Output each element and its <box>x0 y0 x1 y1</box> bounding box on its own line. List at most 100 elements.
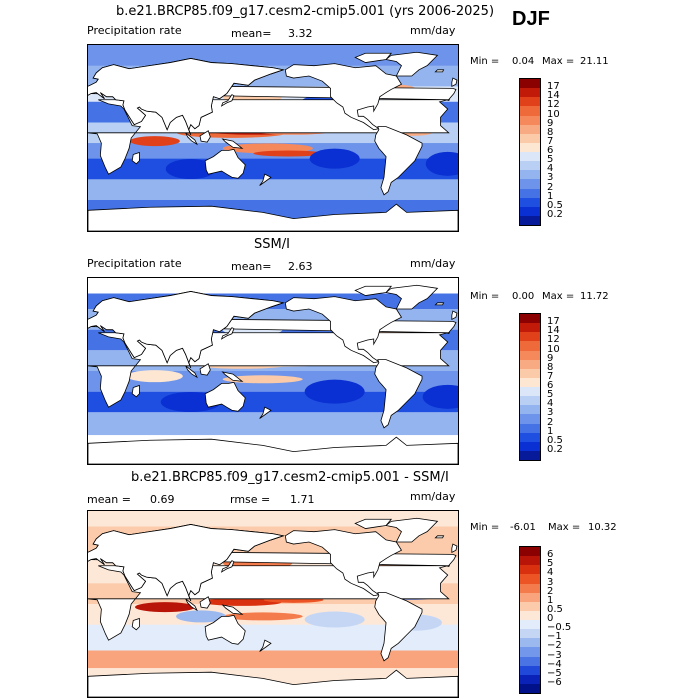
colorbar-swatch <box>520 323 540 333</box>
colorbar-swatch <box>520 188 540 198</box>
colorbar-swatch <box>520 215 540 225</box>
continent-iceland <box>434 302 445 306</box>
continent-antarctica <box>88 203 458 231</box>
colorbar-swatch <box>520 574 540 584</box>
colorbar-tick-label: 4 <box>547 398 554 410</box>
colorbar-swatch <box>520 79 540 89</box>
colorbar-swatch <box>520 396 540 406</box>
colorbar-swatch <box>520 592 540 602</box>
panel1-map-field <box>88 45 458 231</box>
continent-australia <box>204 381 246 412</box>
panel1-max-label: Max = <box>542 56 575 67</box>
continent-madagascar <box>131 384 140 398</box>
continent-borneo <box>199 363 211 376</box>
continent-newguinea <box>221 371 244 382</box>
panel3-mean-label: mean = <box>87 493 131 506</box>
panel1-min-value: 0.04 <box>512 56 535 67</box>
panel3-max-label: Max = <box>548 522 581 533</box>
colorbar-tick-label: 17 <box>547 81 560 93</box>
colorbar-swatch <box>520 656 540 666</box>
continent-nz <box>259 406 272 419</box>
colorbar-swatch <box>520 161 540 171</box>
colorbar-swatch <box>520 206 540 216</box>
colorbar-tick-label: 7 <box>547 135 554 147</box>
colorbar-tick-label: 1 <box>547 190 554 202</box>
colorbar-tick-label: 3 <box>547 172 554 184</box>
colorbar-tick-label: 12 <box>547 99 560 111</box>
panel1-min-label: Min = <box>470 56 500 67</box>
colorbar-swatch <box>520 106 540 116</box>
colorbar-swatch <box>520 88 540 98</box>
colorbar-swatch <box>520 450 540 460</box>
colorbar-swatch <box>520 197 540 207</box>
field-feature <box>253 150 324 157</box>
colorbar-swatch <box>520 556 540 566</box>
colorbar-tick-label: 9 <box>547 352 554 364</box>
continent-madagascar <box>131 151 140 165</box>
continent-ellesmere <box>354 518 393 529</box>
colorbar-tick-label: −5 <box>547 667 562 679</box>
continent-ellesmere <box>354 52 393 63</box>
panel2-colorbar <box>519 313 541 461</box>
continent-sumatra <box>185 132 198 146</box>
field-feature <box>422 384 458 409</box>
continent-newguinea <box>221 138 244 149</box>
colorbar-tick-label: 12 <box>547 334 560 346</box>
panel1-mean-value: 3.32 <box>288 27 313 40</box>
colorbar-tick-label: 1 <box>547 425 554 437</box>
colorbar-tick-label: 0.5 <box>547 199 563 211</box>
field-feature <box>129 136 180 147</box>
panel2-min-value: 0.00 <box>512 291 535 302</box>
continent-madagascar <box>131 617 140 631</box>
colorbar-swatch <box>520 565 540 575</box>
colorbar-tick-label: 2 <box>547 416 554 428</box>
colorbar-tick-label: 14 <box>547 325 560 337</box>
panel2-min-label: Min = <box>470 291 500 302</box>
panel3-units: mm/day <box>410 490 456 503</box>
colorbar-tick-label: 0.5 <box>547 434 563 446</box>
continent-borneo <box>199 130 211 143</box>
colorbar-tick-label: 0 <box>547 613 554 624</box>
colorbar-tick-label: 8 <box>547 126 554 138</box>
panel3-rmse-label: rmse = <box>230 493 271 506</box>
panel3-min-value: -6.01 <box>510 522 536 533</box>
field-feature <box>309 148 360 169</box>
colorbar-swatch <box>520 97 540 107</box>
field-feature <box>126 370 183 383</box>
continent-australia <box>204 614 246 645</box>
panel3-colorbar <box>519 546 541 694</box>
continent-northamerica <box>284 63 403 131</box>
continent-northamerica <box>284 296 403 364</box>
colorbar-swatch <box>520 547 540 557</box>
colorbar-swatch <box>520 115 540 125</box>
field-feature <box>176 610 227 623</box>
continent-japan <box>220 94 235 107</box>
panel3-title: b.e21.BRCP85.f09_g17.cesm2-cmip5.001 - S… <box>131 470 449 485</box>
colorbar-swatch <box>520 432 540 442</box>
colorbar-swatch <box>520 152 540 162</box>
panel2-max-label: Max = <box>542 291 575 302</box>
field-band <box>88 650 458 669</box>
panel1-max-value: 21.11 <box>580 56 609 67</box>
colorbar-tick-label: −6 <box>547 676 562 688</box>
continent-japan <box>220 560 235 573</box>
colorbar-tick-label: 4 <box>547 163 554 175</box>
field-feature <box>425 151 458 176</box>
colorbar-tick-label: −2 <box>547 640 562 652</box>
colorbar-tick-label: 5 <box>547 154 554 166</box>
continent-greenland <box>385 51 439 77</box>
panel3-max-value: 10.32 <box>588 522 617 533</box>
colorbar-swatch <box>520 341 540 351</box>
panel1-mean-label: mean= <box>231 27 272 40</box>
colorbar-tick-label: 8 <box>547 361 554 373</box>
colorbar-tick-label: 10 <box>547 343 560 355</box>
colorbar-tick-label: −3 <box>547 649 562 661</box>
continent-eurasia-wrap <box>88 291 285 369</box>
continent-sumatra <box>185 365 198 379</box>
panel3-rmse-value: 1.71 <box>290 493 315 506</box>
panel2-title: SSM/I <box>254 237 290 252</box>
colorbar-swatch <box>520 620 540 630</box>
colorbar-swatch <box>520 124 540 134</box>
continent-uk <box>451 77 458 87</box>
colorbar-tick-label: −4 <box>547 658 562 670</box>
